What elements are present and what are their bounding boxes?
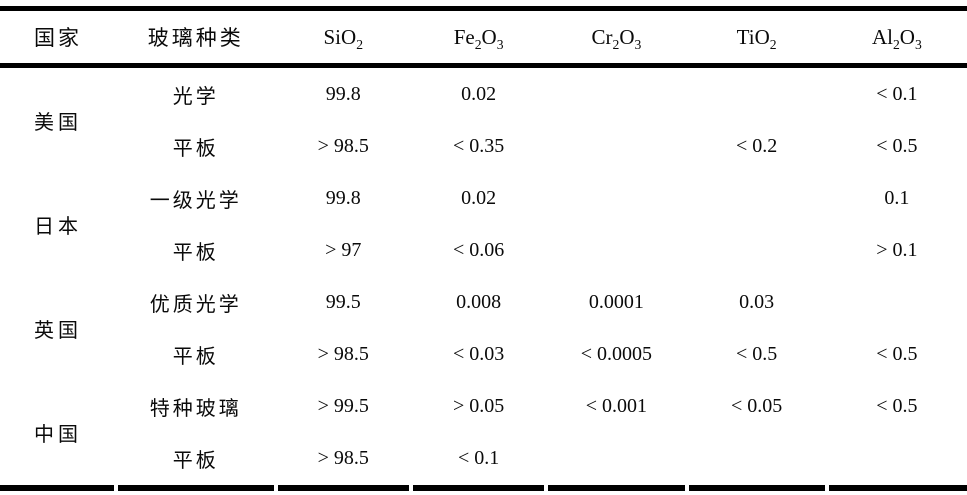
cell-al2o3: < 0.5 [876,134,918,157]
cell-cr2o3 [546,120,686,172]
cell-sio2: > 98.5 [317,446,369,469]
bottom-rule-segment [686,485,827,491]
glass-composition-table: 国家 玻璃种类 SiO2 Fe2O3 Cr2O3 TiO2 Al2O3 美国 光… [0,11,967,484]
cell-tio2: < 0.2 [735,134,778,157]
cell-country: 中国 [34,423,83,446]
cell-country: 英国 [34,319,83,342]
cell-fe2o3: 0.02 [461,82,497,105]
column-header-tio2: TiO2 [686,11,827,68]
cell-cr2o3: 0.0001 [588,290,644,313]
cell-glass-type: 光学 [172,85,219,108]
bottom-rule-segment [275,485,411,491]
cell-tio2 [687,224,827,276]
cell-cr2o3 [546,66,686,121]
cell-cr2o3: < 0.0005 [580,342,653,365]
header-row: 国家 玻璃种类 SiO2 Fe2O3 Cr2O3 TiO2 Al2O3 [0,11,967,68]
cell-sio2: > 97 [325,238,362,261]
table-row: 平板 > 98.5 < 0.35 < 0.2 < 0.5 [0,120,967,172]
column-header-glass-type: 玻璃种类 [116,11,276,68]
cell-fe2o3: < 0.03 [453,342,505,365]
cell-country: 美国 [34,111,83,134]
cell-glass-type: 平板 [172,345,219,368]
cell-cr2o3 [546,224,686,276]
cell-country: 日本 [34,215,83,238]
table-row: 英国 优质光学 99.5 0.008 0.0001 0.03 [0,276,967,342]
cell-fe2o3: > 0.05 [453,394,505,417]
cell-al2o3: < 0.5 [876,394,918,417]
column-header-country: 国家 [0,11,117,68]
column-header-cr2o3: Cr2O3 [546,11,687,68]
column-header-sio2: SiO2 [275,11,411,68]
cell-tio2 [687,432,827,484]
cell-cr2o3 [546,432,686,484]
cell-glass-type: 平板 [172,137,219,160]
cell-glass-type: 平板 [172,241,219,264]
bottom-rule-segment [410,485,547,491]
column-header-fe2o3: Fe2O3 [410,11,547,68]
cell-tio2 [687,66,827,121]
cell-tio2: < 0.05 [730,394,783,417]
cell-tio2: < 0.5 [735,342,778,365]
bottom-rule-segment [0,485,117,491]
cell-fe2o3: < 0.1 [458,446,500,469]
table-row: 平板 > 98.5 < 0.03 < 0.0005 < 0.5 < 0.5 [0,328,967,380]
cell-sio2: 99.8 [325,186,361,209]
cell-al2o3: 0.1 [884,186,910,209]
table-row: 美国 光学 99.8 0.02 < 0.1 [0,66,967,134]
cell-sio2: 99.8 [325,82,361,105]
cell-sio2: > 98.5 [317,342,369,365]
cell-sio2: 99.5 [325,290,361,313]
cell-glass-type: 一级光学 [149,189,242,212]
cell-al2o3 [827,276,967,328]
table-row: 中国 特种玻璃 > 99.5 > 0.05 < 0.001 < 0.05 < 0… [0,380,967,446]
table-row: 平板 > 97 < 0.06 > 0.1 [0,224,967,276]
cell-glass-type: 平板 [172,449,219,472]
cell-al2o3: < 0.5 [876,342,918,365]
cell-cr2o3 [546,172,686,224]
cell-fe2o3: < 0.35 [453,134,505,157]
cell-sio2: > 99.5 [317,394,369,417]
table-row: 日本 一级光学 99.8 0.02 0.1 [0,172,967,238]
bottom-rule-segment [826,485,967,491]
column-header-al2o3: Al2O3 [826,11,967,68]
cell-sio2: > 98.5 [317,134,369,157]
table-row: 平板 > 98.5 < 0.1 [0,432,967,484]
cell-tio2: 0.03 [739,290,775,313]
bottom-rule [0,485,967,491]
cell-fe2o3: 0.02 [461,186,497,209]
cell-fe2o3: 0.008 [456,290,502,313]
bottom-rule-segment [116,485,276,491]
cell-fe2o3: < 0.06 [453,238,505,261]
cell-al2o3: < 0.1 [876,82,918,105]
cell-al2o3: > 0.1 [876,238,918,261]
bottom-rule-segment [546,485,687,491]
cell-glass-type: 优质光学 [149,293,242,316]
cell-cr2o3: < 0.001 [585,394,648,417]
cell-glass-type: 特种玻璃 [149,397,242,420]
cell-al2o3 [827,432,967,484]
cell-tio2 [687,172,827,224]
top-rule [0,6,967,11]
